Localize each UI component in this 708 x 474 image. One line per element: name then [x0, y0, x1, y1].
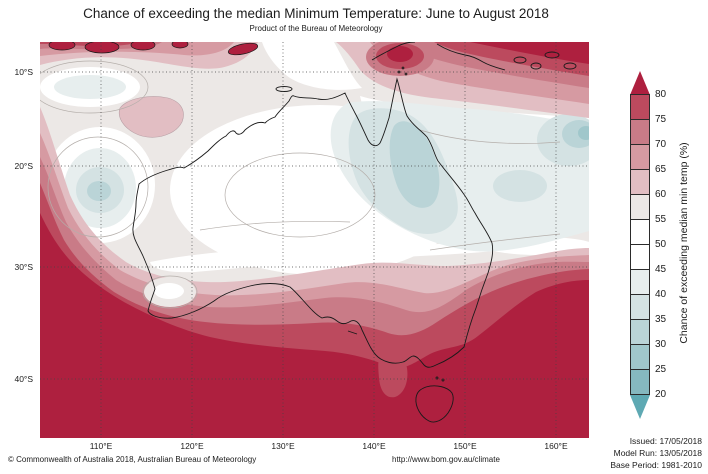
colorbar-tick-80: 80: [655, 89, 667, 100]
colorbar-tick-25: 25: [655, 364, 667, 375]
page-title: Chance of exceeding the median Minimum T…: [83, 6, 549, 21]
colorbar-tick-45: 45: [655, 264, 667, 275]
colorbar-segment-25-30: [630, 344, 650, 370]
colorbar-tick-20: 20: [655, 389, 667, 400]
y-tick-30°S: 30°S: [14, 262, 33, 272]
colorbar-tick-65: 65: [655, 164, 667, 175]
bom-climate-url: http://www.bom.gov.au/climate: [392, 455, 500, 464]
colorbar-segment-65-70: [630, 144, 650, 170]
y-tick-10°S: 10°S: [14, 67, 33, 77]
colorbar-tick-30: 30: [655, 339, 667, 350]
colorbar-segment-45-50: [630, 244, 650, 270]
y-tick-20°S: 20°S: [14, 161, 33, 171]
copyright-text: © Commonwealth of Australia 2018, Austra…: [8, 455, 257, 464]
x-tick-130°E: 130°E: [271, 441, 295, 451]
colorbar-segment-55-60: [630, 194, 650, 220]
x-tick-150°E: 150°E: [453, 441, 477, 451]
colorbar-tick-55: 55: [655, 214, 667, 225]
colorbar-axis-label: Chance of exceeding median min temp (%): [678, 142, 690, 344]
indonesia-islands: [48, 42, 259, 56]
base-period: Base Period: 1981-2010: [610, 460, 702, 470]
contour-map: [40, 42, 589, 438]
colorbar-segment-75-80: [630, 94, 650, 120]
x-tick-140°E: 140°E: [362, 441, 386, 451]
tasmania-coastline: [415, 385, 454, 423]
colorbar-tick-75: 75: [655, 114, 667, 125]
colorbar-tick-50: 50: [655, 239, 667, 250]
colorbar-arrow-above-80: [630, 71, 650, 95]
colorbar-arrow-below-20: [630, 395, 650, 419]
colorbar-tick-60: 60: [655, 189, 667, 200]
contour-lines: [40, 60, 561, 309]
x-tick-110°E: 110°E: [89, 441, 113, 451]
colorbar-segment-35-40: [630, 294, 650, 320]
colorbar-tick-35: 35: [655, 314, 667, 325]
model-run-date: Model Run: 13/05/2018: [613, 448, 702, 458]
colorbar-tick-40: 40: [655, 289, 667, 300]
y-tick-40°S: 40°S: [14, 374, 33, 384]
x-tick-160°E: 160°E: [544, 441, 568, 451]
graticule: [40, 42, 589, 438]
colorbar-tick-70: 70: [655, 139, 667, 150]
x-tick-120°E: 120°E: [180, 441, 204, 451]
colorbar-segment-70-75: [630, 119, 650, 145]
colorbar-segment-40-45: [630, 269, 650, 295]
page-subtitle: Product of the Bureau of Meteorology: [249, 24, 383, 33]
colorbar-segment-50-55: [630, 219, 650, 245]
issued-date: Issued: 17/05/2018: [629, 436, 702, 446]
colorbar-segment-30-35: [630, 319, 650, 345]
colorbar-segments: [630, 94, 650, 395]
australia-coastline: [132, 42, 577, 423]
colorbar-segment-60-65: [630, 169, 650, 195]
colorbar-segment-20-25: [630, 369, 650, 395]
new-guinea-coastline: [371, 42, 416, 61]
